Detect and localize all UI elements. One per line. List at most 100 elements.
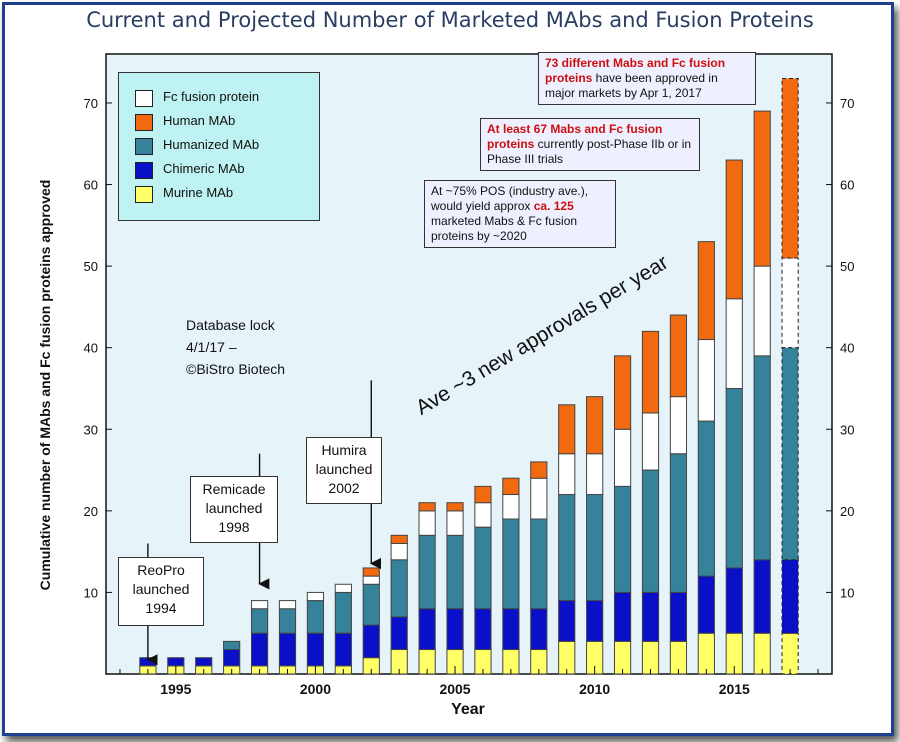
launch-line: 2002 — [328, 480, 360, 496]
bar-segment — [418, 510, 436, 536]
bar-segment — [781, 347, 799, 561]
chart-title: Current and Projected Number of Marketed… — [86, 8, 814, 32]
pos-callout-text: At ~75% POS (industry ave.), would yield… — [431, 184, 589, 213]
bar-segment — [306, 632, 325, 667]
bar-segment — [362, 567, 380, 577]
bar-segment — [781, 257, 799, 349]
launch-line: Humira — [321, 442, 367, 458]
legend-label-fc-fusion: Fc fusion protein — [163, 89, 260, 104]
y-tick-label-left: 70 — [84, 96, 98, 111]
bar-segment — [781, 632, 799, 675]
bar-segment — [362, 624, 380, 659]
y-tick-label-right: 60 — [840, 178, 854, 193]
bar-segment — [586, 453, 604, 496]
x-tick-label: 2000 — [300, 681, 331, 697]
launch-line: 1994 — [145, 600, 177, 616]
launch-line: 1998 — [218, 519, 250, 535]
bar-segment — [725, 298, 743, 389]
approved-callout-text: have been approved in major markets by A… — [545, 71, 718, 100]
bar-segment — [781, 559, 799, 634]
x-tick-label: 2005 — [439, 681, 470, 697]
bar-segment — [278, 608, 297, 634]
bar-segment — [753, 110, 771, 267]
bar-segment — [753, 632, 771, 675]
bar-segment — [586, 600, 604, 642]
bar-segment — [558, 453, 576, 496]
trials-callout: At least 67 Mabs and Fc fusion proteins … — [480, 118, 700, 171]
bar-segment — [278, 632, 297, 667]
x-tick-label: 1995 — [160, 681, 191, 697]
bar-segment — [641, 330, 660, 414]
bar-segment — [781, 77, 799, 259]
bar-segment — [446, 502, 464, 512]
legend: Fc fusion protein Human MAb Humanized MA… — [118, 72, 320, 221]
humira-launch-box: Humira launched 2002 — [306, 437, 382, 504]
legend-swatch-human — [135, 114, 153, 131]
bar-segment — [446, 534, 464, 610]
bar-segment — [362, 575, 380, 585]
bar-segment — [558, 494, 576, 602]
trials-callout-text: currently post-Phase IIb or in Phase III… — [487, 137, 692, 166]
y-tick-label-right: 50 — [840, 259, 854, 274]
bar-segment — [250, 608, 269, 634]
bar-segment — [697, 632, 715, 675]
bar-segment — [697, 575, 715, 634]
bar-segment — [613, 428, 632, 487]
y-axis-label: Cumulative number of MAbs and Fc fusion … — [37, 180, 53, 591]
bar-segment — [753, 559, 771, 634]
bar-segment — [753, 355, 771, 561]
bar-segment — [502, 608, 520, 651]
bar-segment — [223, 640, 241, 651]
bar-segment — [530, 477, 548, 520]
database-note-line: 4/1/17 – — [186, 339, 237, 355]
bar-segment — [390, 616, 408, 651]
bar-segment — [250, 632, 269, 667]
bar-segment — [725, 159, 743, 300]
reopro-launch-box: ReoPro launched 1994 — [118, 557, 204, 626]
bar-segment — [669, 396, 688, 455]
bar-segment — [586, 396, 604, 455]
launch-line: launched — [132, 581, 190, 597]
y-tick-label-left: 50 — [84, 259, 98, 274]
bar-segment — [474, 502, 492, 528]
approved-callout: 73 different Mabs and Fc fusion proteins… — [538, 52, 756, 105]
bar-segment — [278, 600, 297, 610]
approved-callout-highlight: 73 different Mabs and Fc fusion proteins — [545, 56, 726, 85]
legend-swatch-humanized — [135, 138, 153, 155]
bar-segment — [334, 632, 352, 667]
bar-segment — [697, 241, 715, 341]
launch-line: launched — [205, 500, 263, 516]
launch-line: ReoPro — [137, 562, 185, 578]
legend-swatch-murine — [135, 186, 153, 203]
bar-segment — [697, 339, 715, 422]
y-tick-label-left: 30 — [84, 422, 98, 437]
legend-swatch-fc-fusion — [135, 90, 153, 107]
bar-segment — [390, 534, 408, 544]
bar-segment — [558, 404, 576, 455]
bar-segment — [753, 265, 771, 357]
y-tick-label-right: 70 — [840, 96, 854, 111]
bar-segment — [613, 591, 632, 642]
trials-callout-highlight: At least 67 Mabs and Fc fusion proteins — [487, 122, 663, 151]
bar-segment — [334, 591, 352, 634]
bar-segment — [669, 314, 688, 398]
pos-callout: At ~75% POS (industry ave.), would yield… — [424, 180, 616, 248]
bars-group — [139, 77, 799, 675]
legend-label-human: Human MAb — [163, 113, 236, 128]
x-tick-label: 2015 — [719, 681, 750, 697]
bar-segment — [306, 600, 325, 634]
bar-segment — [223, 649, 241, 667]
bar-segment — [530, 461, 548, 479]
legend-swatch-chimeric — [135, 162, 153, 179]
y-tick-label-left: 40 — [84, 341, 98, 356]
bar-segment — [474, 526, 492, 610]
bar-segment — [390, 542, 408, 561]
bar-segment — [641, 412, 660, 471]
launch-line: Remicade — [202, 481, 266, 497]
launch-line: launched — [315, 461, 373, 477]
bar-segment — [530, 518, 548, 610]
bar-segment — [502, 494, 520, 520]
bar-segment — [725, 387, 743, 569]
x-tick-label: 2010 — [579, 681, 610, 697]
y-tick-label-left: 10 — [84, 585, 98, 600]
